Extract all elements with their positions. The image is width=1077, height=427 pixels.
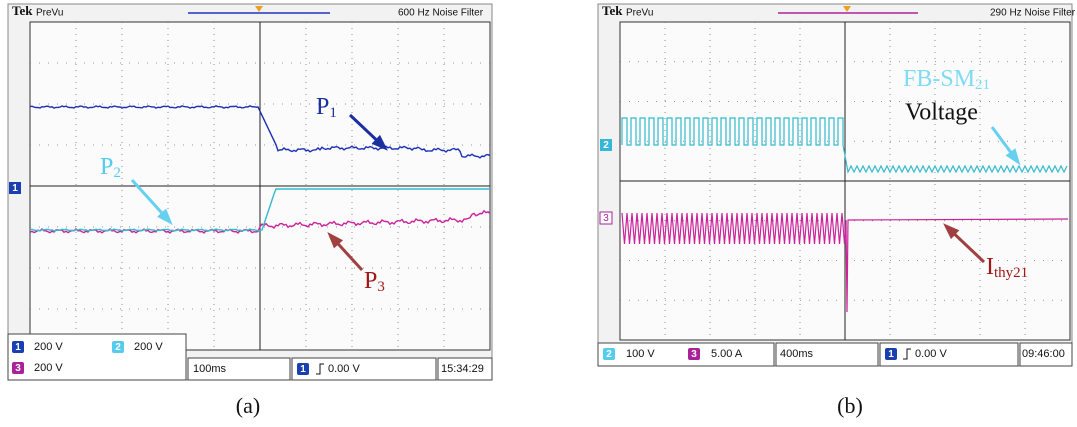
badge-label: 2	[115, 342, 121, 353]
badge-label: 3	[15, 363, 21, 374]
badge-label: 1	[888, 349, 894, 360]
channel-marker-label: 3	[603, 213, 609, 224]
figure: Tek PreVu 600 Hz Noise Filter Tek PreVu …	[0, 0, 1077, 427]
channel-scale: 5.00 A	[711, 348, 743, 360]
badge-label: 3	[691, 349, 697, 360]
mode: PreVu	[36, 8, 63, 19]
badge-label: 1	[300, 364, 306, 375]
clock: 09:46:00	[1022, 348, 1065, 360]
brand: Tek	[12, 3, 33, 18]
channel-scale: 100 V	[626, 348, 655, 360]
channel-marker-label: 1	[12, 183, 18, 194]
caption: (a)	[236, 393, 260, 418]
channel-scale: 200 V	[134, 341, 163, 353]
status-box	[292, 358, 436, 380]
filter: 600 Hz Noise Filter	[398, 8, 484, 19]
timebase: 400ms	[780, 348, 814, 360]
badge-label: 1	[15, 342, 21, 353]
clock: 15:34:29	[441, 363, 484, 375]
channel-marker-label: 2	[603, 140, 609, 151]
badge-label: 2	[606, 349, 612, 360]
mode: PreVu	[626, 8, 653, 19]
trigger-level: 0.00 V	[915, 348, 947, 360]
voltage-label-line2: Voltage	[905, 100, 978, 126]
caption: (b)	[837, 393, 863, 418]
channel-scale: 200 V	[34, 341, 63, 353]
brand: Tek	[602, 3, 623, 18]
timebase: 100ms	[193, 363, 227, 375]
status-box	[598, 343, 774, 366]
filter: 290 Hz Noise Filter	[990, 8, 1076, 19]
trigger-level: 0.00 V	[328, 363, 360, 375]
channel-scale: 200 V	[34, 362, 63, 374]
status-box	[880, 343, 1018, 366]
